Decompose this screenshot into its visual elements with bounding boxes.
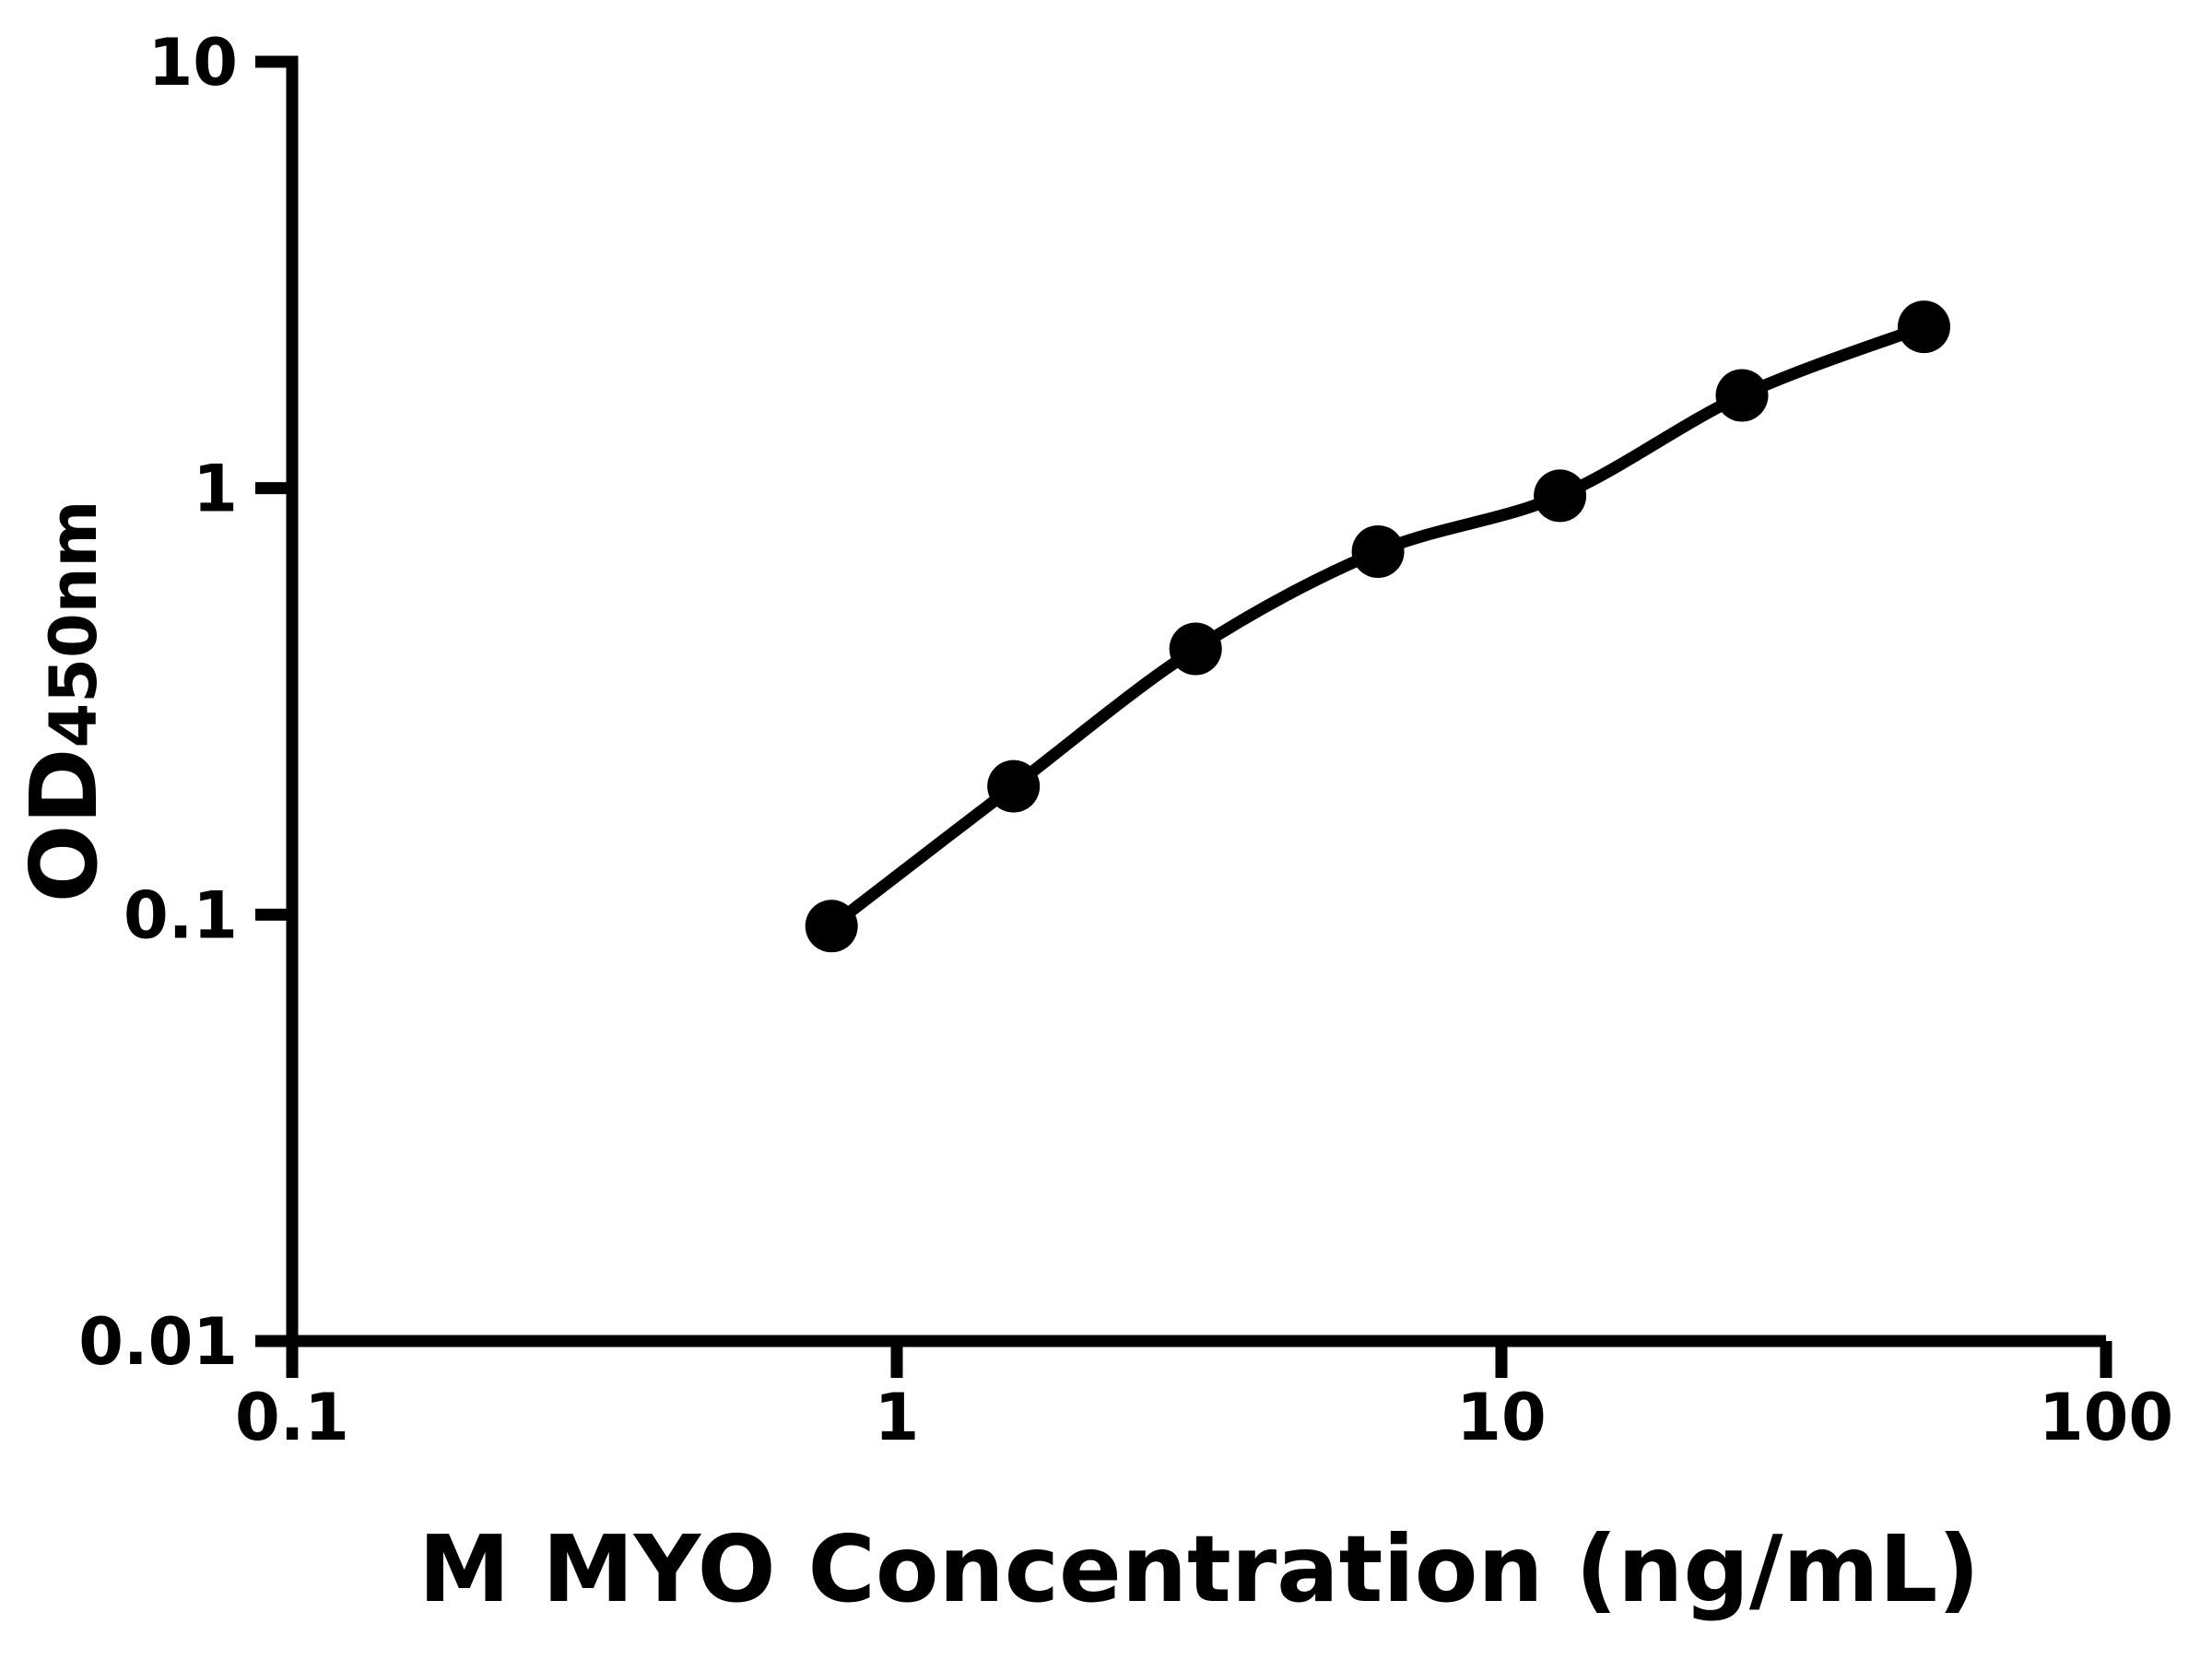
y-axis-title-main: OD (10, 747, 118, 902)
x-axis-tick-labels: 0.1 1 10 100 (235, 1380, 2173, 1455)
x-axis-ticks (286, 1341, 2112, 1378)
y-axis-title: OD450nm (10, 500, 118, 903)
data-point (987, 759, 1041, 813)
x-tick-label: 0.1 (235, 1380, 349, 1455)
y-axis-tick-labels: 10 1 0.1 0.01 (78, 25, 238, 1380)
x-tick-label: 10 (1456, 1380, 1546, 1455)
data-point (805, 900, 858, 953)
y-axis-title-subscript: 450nm (36, 500, 112, 748)
x-axis-title: M MYO Concentration (ng/mL) (418, 1515, 1980, 1623)
data-point (1351, 525, 1405, 578)
data-points (805, 300, 1950, 953)
y-tick-label: 10 (148, 25, 238, 100)
data-point (1715, 369, 1769, 422)
y-tick-label: 1 (193, 452, 238, 527)
data-point (1898, 300, 1950, 354)
axis-spines (286, 55, 2106, 1347)
data-point (1534, 469, 1587, 523)
data-point (1169, 622, 1222, 676)
y-axis-ticks (255, 55, 292, 1347)
x-tick-label: 1 (875, 1380, 920, 1455)
y-tick-label: 0.01 (78, 1304, 238, 1380)
fit-curve-line (828, 321, 1926, 931)
y-tick-label: 0.1 (124, 877, 238, 953)
x-tick-label: 100 (2039, 1380, 2173, 1455)
